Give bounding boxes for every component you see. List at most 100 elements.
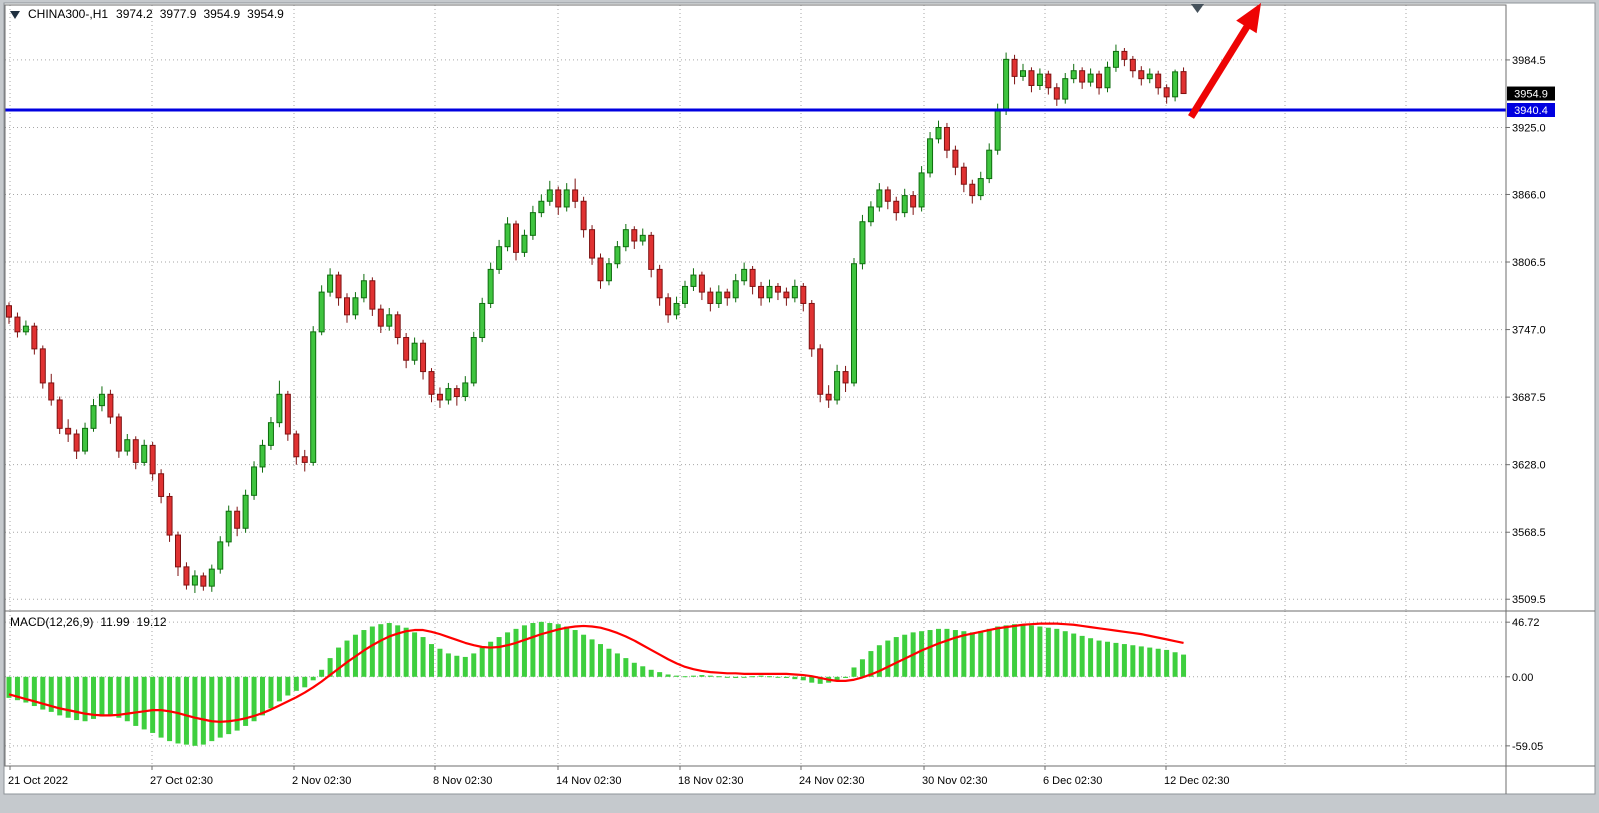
candle-body — [98, 393, 105, 407]
macd-histogram-bar — [107, 676, 113, 716]
macd-histogram-bar — [1028, 625, 1034, 677]
macd-histogram-bar — [750, 676, 756, 678]
price-axis-label: 3747.0 — [1512, 325, 1546, 337]
price-axis-label: 3925.0 — [1512, 122, 1546, 134]
macd-histogram-bar — [758, 675, 764, 677]
candle-body — [758, 285, 765, 299]
candle-body — [344, 297, 350, 316]
candle-body — [1121, 50, 1128, 60]
macd-histogram-bar — [437, 648, 443, 677]
macd-histogram-bar — [657, 672, 663, 677]
macd-histogram-bar — [378, 624, 384, 677]
macd-histogram-bar — [395, 625, 401, 677]
ohlc-close: 3954.9 — [247, 7, 284, 21]
macd-histogram-bar — [589, 639, 595, 677]
macd-histogram-bar — [496, 637, 502, 677]
candle-body — [994, 109, 1001, 151]
candle-body — [1163, 87, 1170, 98]
candle-body — [918, 172, 925, 208]
macd-histogram-bar — [1113, 642, 1119, 677]
trend-arrow-line[interactable] — [1188, 23, 1251, 119]
time-axis-label: 18 Nov 02:30 — [678, 775, 743, 787]
price-axis-label: 3687.5 — [1512, 392, 1546, 404]
candle-body — [555, 189, 562, 208]
macd-histogram-bar — [792, 676, 798, 680]
candle-body — [876, 189, 883, 208]
macd-histogram-bar — [505, 632, 511, 677]
macd-histogram-bar — [521, 625, 527, 677]
candle-body — [335, 274, 342, 299]
symbol-dropdown-icon[interactable] — [10, 10, 20, 19]
macd-histogram-bar — [429, 644, 434, 677]
candle-body — [462, 382, 469, 398]
candle-body — [682, 285, 688, 304]
price-axis-scale[interactable] — [1507, 5, 1595, 765]
symbol-info-bar: CHINA300-,H1 3974.2 3977.9 3954.9 3954.9 — [10, 7, 284, 21]
macd-histogram-bar — [479, 647, 485, 677]
candle-body — [327, 274, 334, 293]
candle-body — [73, 433, 80, 452]
macd-histogram-bar — [133, 676, 139, 726]
macd-histogram-bar — [682, 676, 688, 678]
candle-body — [141, 444, 148, 463]
macd-histogram-bar — [1012, 624, 1018, 677]
candle-body — [158, 473, 165, 497]
candle-body — [834, 371, 841, 401]
bid-price-badge — [1507, 86, 1555, 101]
macd-histogram-bar — [65, 676, 71, 718]
candle-body — [166, 495, 173, 536]
candle-body — [766, 285, 773, 299]
macd-histogram-bar — [555, 624, 561, 677]
trend-arrow-head[interactable] — [1236, 3, 1261, 34]
price-axis-label: 3628.0 — [1512, 460, 1546, 472]
macd-histogram-bar — [1105, 641, 1110, 677]
macd-histogram-bar — [614, 653, 620, 677]
macd-name: MACD(12,26,9) — [10, 615, 94, 629]
candle-body — [14, 316, 21, 333]
macd-histogram-bar — [243, 676, 249, 726]
macd-histogram-bar — [386, 623, 392, 677]
time-axis-scale[interactable] — [5, 767, 1506, 793]
candle-body — [589, 229, 596, 259]
candle-body — [935, 126, 942, 140]
candle-body — [1138, 70, 1145, 80]
macd-histogram-bar — [1062, 631, 1068, 677]
macd-histogram-bar — [420, 637, 426, 677]
macd-histogram-bar — [1155, 648, 1161, 677]
candle-body — [893, 200, 900, 214]
candle-body — [986, 149, 993, 180]
macd-histogram-bar — [995, 626, 1001, 677]
macd-histogram-bar — [1164, 649, 1170, 677]
macd-histogram-bar — [1147, 647, 1153, 677]
time-axis-label: 30 Nov 02:30 — [922, 775, 987, 787]
macd-histogram-bar — [936, 628, 941, 677]
candle-body — [259, 444, 266, 468]
hline-price-badge-label: 3940.4 — [1514, 105, 1548, 117]
candle-body — [791, 285, 798, 299]
candle-body — [31, 325, 38, 350]
macd-histogram-bar — [141, 676, 147, 730]
candle-body — [808, 302, 815, 350]
macd-histogram-bar — [1088, 638, 1094, 677]
macd-axis-label: -59.05 — [1512, 741, 1543, 753]
macd-histogram-bar — [91, 676, 96, 719]
candle-body — [732, 280, 739, 299]
macd-histogram-bar — [310, 676, 316, 681]
macd-histogram-bar — [327, 658, 333, 677]
macd-histogram-bar — [209, 676, 215, 742]
macd-histogram-bar — [538, 621, 544, 677]
price-axis-label: 3806.5 — [1512, 257, 1546, 269]
candle-body — [529, 212, 536, 236]
macd-histogram-bar — [192, 676, 198, 746]
candle-body — [82, 427, 89, 452]
candle-body — [901, 195, 908, 214]
hline-price-badge — [1507, 102, 1555, 117]
candle-body — [183, 566, 190, 586]
candle-body — [749, 268, 756, 287]
candle-body — [851, 263, 857, 384]
candle-body — [952, 149, 959, 168]
macd-histogram-bar — [167, 676, 173, 742]
candle-body — [124, 439, 131, 452]
candle-body — [1020, 70, 1026, 77]
